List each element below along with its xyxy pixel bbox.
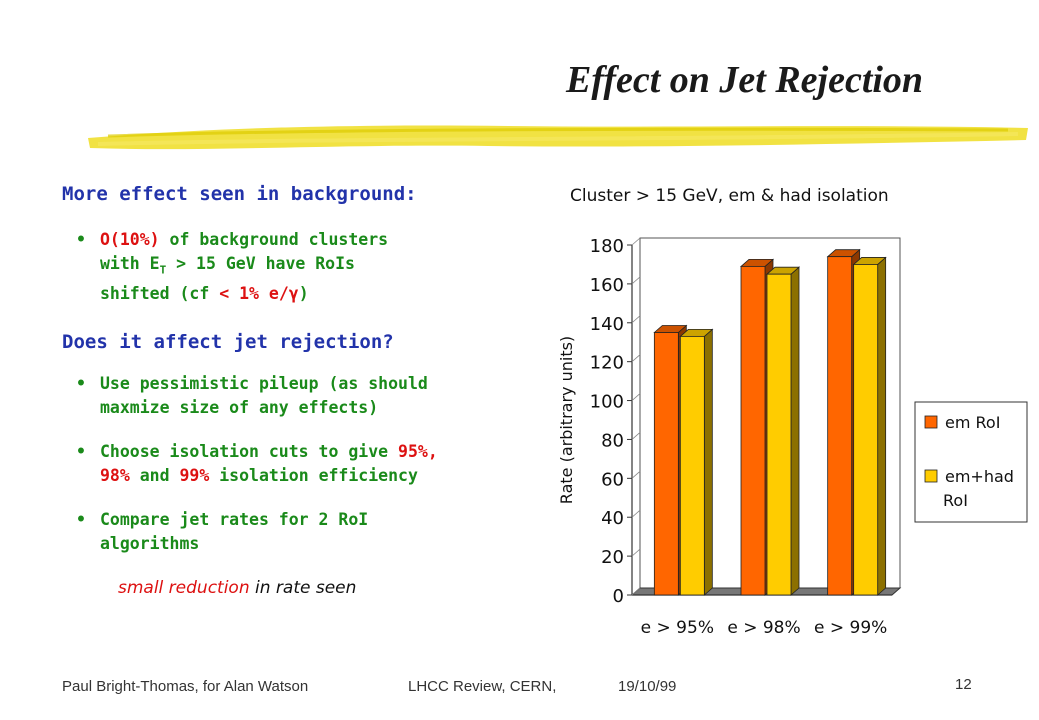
highlight-95: 95%, (398, 442, 438, 461)
text-segment: and (129, 466, 180, 485)
bar (740, 265, 766, 596)
page-number: 12 (955, 676, 972, 693)
bar (679, 335, 705, 596)
y-tick-connector (631, 393, 641, 401)
bar-side (790, 266, 800, 596)
y-tick-label: 100 (590, 392, 624, 413)
bar-chart: 0 20 40 60 80 100 120 140 160 180 Rate (arbitrary … (557, 236, 1028, 638)
legend-swatch (924, 469, 938, 483)
bullet-text: Compare jet rates for 2 RoI algorithms (100, 508, 368, 556)
y-tick-connector (631, 315, 641, 324)
footer-date: 19/10/99 (618, 678, 677, 695)
chart-title: Cluster > 15 GeV, em & had isolation (570, 186, 889, 206)
x-tick-label: e > 95% (641, 618, 714, 638)
y-axis-label: Rate (arbitrary units) (557, 336, 576, 504)
text-segment: in rate seen (249, 578, 357, 598)
text-segment: with E (100, 254, 160, 273)
text-segment: > 15 GeV have RoIs (166, 254, 355, 273)
y-tick-label: 120 (590, 353, 624, 374)
bullet-dot: • (76, 230, 86, 249)
y-tick-connector (631, 471, 641, 479)
y-tick-label: 140 (590, 314, 624, 335)
legend-label: em RoI (945, 413, 1000, 432)
text-line: Use pessimistic pileup (as should (100, 374, 428, 393)
footer-event: LHCC Review, CERN, (408, 678, 557, 695)
y-tick-connector (631, 276, 641, 285)
y-tick-connector (631, 509, 641, 518)
bar-side (703, 328, 713, 596)
text-line: algorithms (100, 534, 200, 553)
text-segment: isolation efficiency (209, 466, 418, 485)
bar (653, 332, 679, 596)
highlight-99: 99% (179, 466, 210, 485)
highlight-98: 98% (100, 466, 130, 485)
bullet-text: Use pessimistic pileup (as should maxmiz… (100, 372, 428, 420)
text-segment: shifted (cf (100, 284, 220, 304)
bullet-dot: • (76, 510, 86, 529)
y-tick-label: 160 (590, 275, 624, 296)
y-tick-label: 60 (601, 469, 624, 490)
text-line: Compare jet rates for 2 RoI (100, 510, 369, 529)
y-tick-connector (631, 354, 641, 362)
bar (827, 256, 853, 596)
y-tick-connector (631, 432, 641, 440)
highlight-o10: O(10%) (100, 230, 160, 249)
y-tick-connector (631, 237, 641, 246)
heading-background-effect: More effect seen in background: (62, 183, 417, 205)
title-underline-stroke (88, 125, 1028, 150)
bar (853, 264, 879, 596)
heading-jet-rejection: Does it affect jet rejection? (62, 331, 394, 353)
highlight-egamma: < 1% e/γ (219, 284, 299, 304)
y-tick-label: 40 (601, 508, 624, 529)
text-line: maxmize size of any effects) (100, 398, 379, 417)
text-segment: Choose isolation cuts to give (100, 442, 399, 461)
legend-label: em+had RoI (943, 467, 1014, 510)
highlight-small-reduction: small reduction (118, 578, 250, 598)
subscript-t: T (159, 263, 167, 277)
slide-title: Effect on Jet Rejection (566, 59, 924, 101)
text-segment: of background clusters (159, 230, 389, 249)
y-tick-label: 0 (613, 586, 624, 607)
y-tick-label: 80 (601, 430, 624, 451)
y-tick-connector (631, 548, 641, 557)
y-tick-connector (631, 587, 641, 596)
x-tick-label: e > 99% (814, 618, 887, 638)
footer-author: Paul Bright-Thomas, for Alan Watson (62, 678, 309, 695)
conclusion-note: small reduction in rate seen (118, 578, 356, 598)
bullet-text: Choose isolation cuts to give 95%, 98% a… (100, 440, 438, 488)
y-tick-label: 180 (590, 236, 624, 257)
y-tick-label: 20 (601, 547, 624, 568)
bar-side (877, 256, 887, 596)
bar (766, 273, 792, 596)
bullet-text: O(10%) of background clusters with ET > … (100, 228, 388, 306)
bullet-dot: • (76, 442, 86, 461)
legend-swatch (924, 415, 938, 429)
x-tick-label: e > 98% (727, 618, 800, 638)
text-segment: ) (298, 284, 309, 304)
bullet-dot: • (76, 374, 86, 393)
